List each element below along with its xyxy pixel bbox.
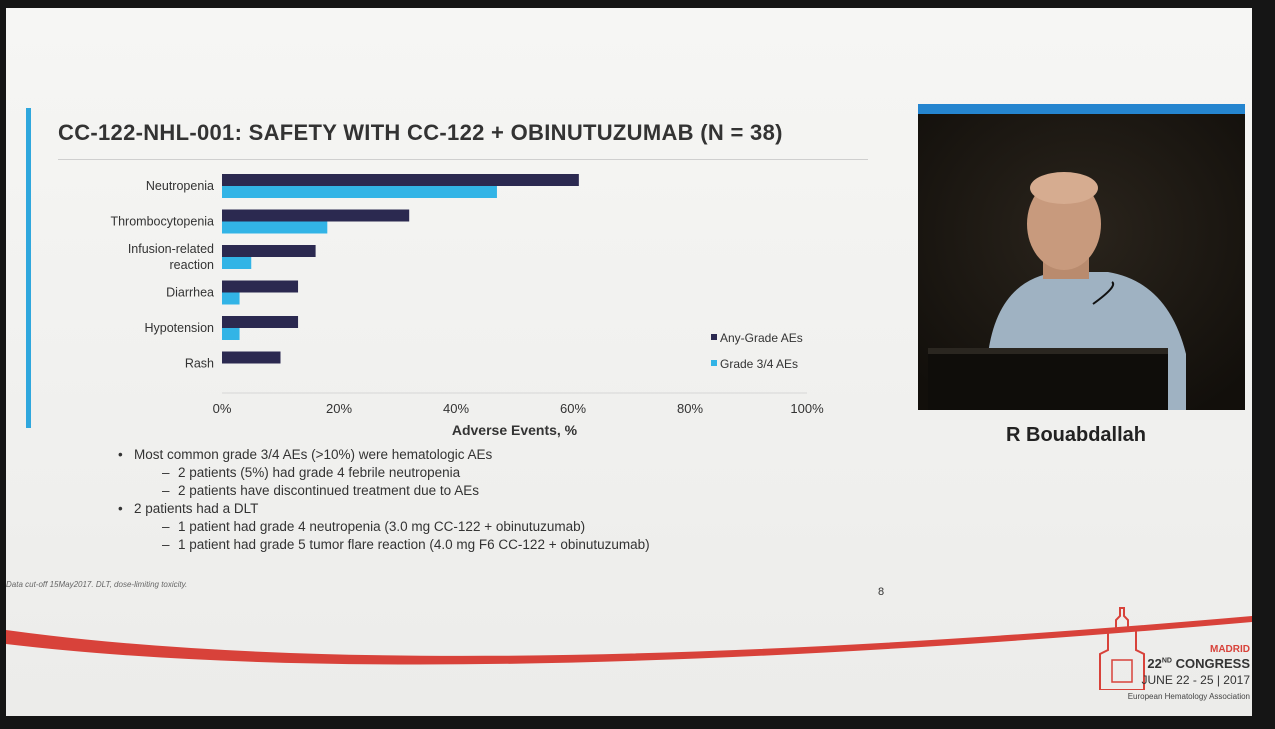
- bar-any-grade: [222, 245, 316, 257]
- legend-swatch: [711, 360, 717, 366]
- bar-any-grade: [222, 280, 299, 293]
- accent-bar: [26, 108, 31, 428]
- bullet-item: Most common grade 3/4 AEs (>10%) were he…: [116, 446, 876, 464]
- legend-label: Any-Grade AEs: [720, 331, 803, 345]
- x-tick-label: 20%: [326, 401, 352, 416]
- bar-any-grade: [222, 351, 281, 364]
- sub-bullet-item: 2 patients (5%) had grade 4 febrile neut…: [116, 464, 876, 482]
- title-divider: [58, 159, 868, 160]
- bar-any-grade: [222, 174, 579, 186]
- building-icon: [1099, 607, 1145, 690]
- bullet-item: 2 patients had a DLT: [116, 500, 876, 518]
- bullet-list: Most common grade 3/4 AEs (>10%) were he…: [116, 446, 876, 554]
- category-label: Hypotension: [145, 321, 215, 335]
- congress-name: 22ND CONGRESS: [1147, 656, 1250, 671]
- footnote: Data cut-off 15May2017. DLT, dose-limiti…: [6, 580, 188, 589]
- bar-grade34: [222, 328, 240, 340]
- category-label: Rash: [185, 357, 214, 371]
- sub-bullet-item: 2 patients have discontinued treatment d…: [116, 482, 876, 500]
- speaker-figure: [918, 114, 1245, 410]
- category-label: Thrombocytopenia: [110, 215, 214, 229]
- x-tick-label: 60%: [560, 401, 586, 416]
- x-tick-label: 40%: [443, 401, 469, 416]
- bar-grade34: [222, 257, 252, 269]
- congress-dates: JUNE 22 - 25 | 2017: [1141, 673, 1250, 687]
- bar-grade34: [222, 221, 328, 234]
- sub-bullet-item: 1 patient had grade 5 tumor flare reacti…: [116, 536, 876, 554]
- bar-grade34: [222, 186, 497, 198]
- speaker-name: R Bouabdallah: [1006, 424, 1147, 446]
- eha-congress-logo: MADRID 22ND CONGRESS JUNE 22 - 25 | 2017…: [1094, 600, 1252, 710]
- category-label: Neutropenia: [146, 179, 214, 193]
- congress-city: MADRID: [1210, 644, 1250, 655]
- bar-grade34: [222, 292, 240, 305]
- sub-bullet-item: 1 patient had grade 4 neutropenia (3.0 m…: [116, 518, 876, 536]
- legend-label: Grade 3/4 AEs: [720, 357, 798, 371]
- x-tick-label: 80%: [677, 401, 703, 416]
- bar-any-grade: [222, 316, 299, 328]
- slide-swoosh-decoration: [6, 616, 1252, 665]
- x-tick-label: 100%: [790, 401, 824, 416]
- adverse-events-bar-chart: Neutropenia Thrombocytopenia Infusion-rela…: [110, 174, 824, 438]
- page-number: 8: [878, 586, 885, 598]
- video-top-bar: [918, 104, 1245, 114]
- category-label: Infusion-related reaction: [128, 242, 214, 272]
- x-tick-label: 0%: [213, 401, 232, 416]
- slide-title: CC-122-NHL-001: SAFETY WITH CC-122 + OBI…: [58, 120, 783, 145]
- speaker-video: [918, 104, 1245, 410]
- x-axis-title: Adverse Events, %: [452, 422, 578, 438]
- legend-swatch: [711, 334, 717, 340]
- bar-any-grade: [222, 209, 410, 222]
- congress-association: European Hematology Association: [1127, 692, 1250, 701]
- presentation-slide: CC-122-NHL-001: SAFETY WITH CC-122 + OBI…: [6, 8, 1252, 716]
- category-label: Diarrhea: [166, 286, 214, 300]
